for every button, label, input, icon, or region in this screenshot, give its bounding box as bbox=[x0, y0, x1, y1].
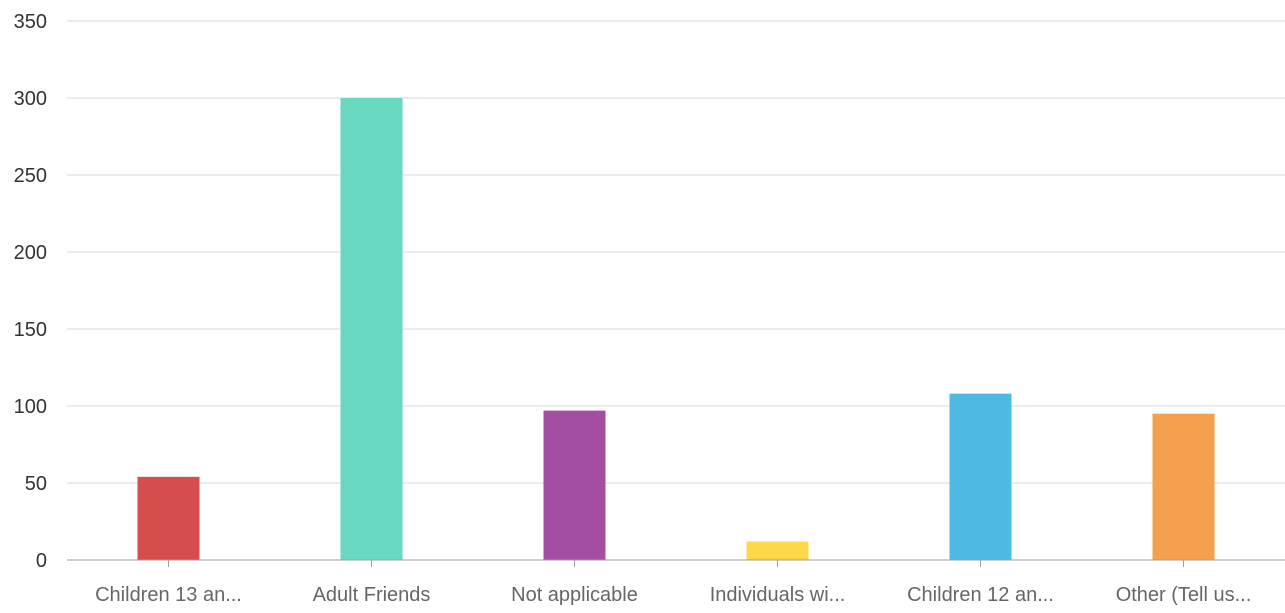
x-tick-label: Not applicable bbox=[511, 584, 638, 606]
y-axis-ticks: 0 50 100 150 200 250 300 350 bbox=[14, 11, 47, 572]
bars bbox=[137, 98, 1215, 560]
y-tick-label: 350 bbox=[14, 11, 47, 33]
bar[interactable] bbox=[746, 541, 809, 560]
grid-layer bbox=[67, 20, 1285, 484]
y-tick-label: 50 bbox=[25, 473, 47, 495]
y-tick-label: 300 bbox=[14, 88, 47, 110]
x-tick-label: Children 13 an... bbox=[95, 584, 242, 606]
bar[interactable] bbox=[543, 410, 606, 560]
bar[interactable] bbox=[340, 98, 403, 560]
x-axis-ticks: Children 13 an... Adult Friends Not applic… bbox=[95, 560, 1251, 606]
bar[interactable] bbox=[1152, 413, 1215, 560]
y-tick-label: 100 bbox=[14, 396, 47, 418]
x-tick-label: Adult Friends bbox=[313, 584, 431, 606]
y-tick-label: 150 bbox=[14, 319, 47, 341]
bar[interactable] bbox=[137, 476, 200, 560]
y-tick-label: 200 bbox=[14, 242, 47, 264]
x-tick-label: Children 12 an... bbox=[907, 584, 1054, 606]
y-tick-label: 250 bbox=[14, 165, 47, 187]
x-tick-label: Individuals wi... bbox=[710, 584, 846, 606]
x-tick-label: Other (Tell us... bbox=[1116, 584, 1252, 606]
bar[interactable] bbox=[949, 393, 1012, 560]
y-tick-label: 0 bbox=[36, 550, 47, 572]
